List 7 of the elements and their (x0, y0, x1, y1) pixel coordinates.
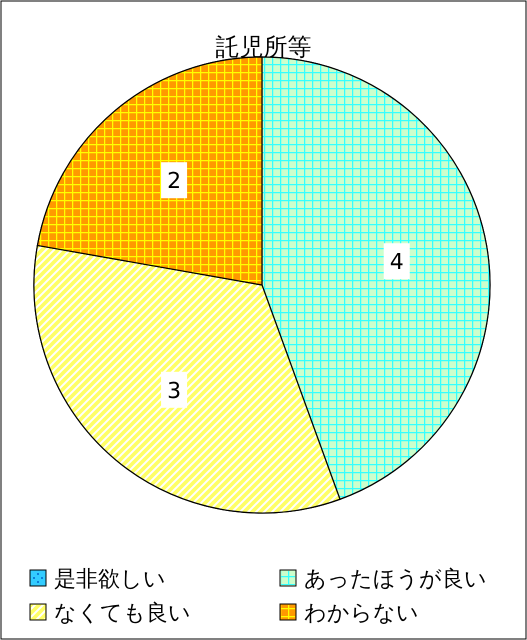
data-label: 4 (390, 250, 404, 276)
legend-label: 是非欲しい (54, 567, 166, 592)
legend-label: あったほうが良い (304, 567, 487, 592)
data-label: 3 (167, 378, 182, 404)
legend-label: なくても良い (54, 601, 191, 626)
data-label: 2 (167, 169, 182, 194)
legend-label: わからない (304, 601, 419, 626)
